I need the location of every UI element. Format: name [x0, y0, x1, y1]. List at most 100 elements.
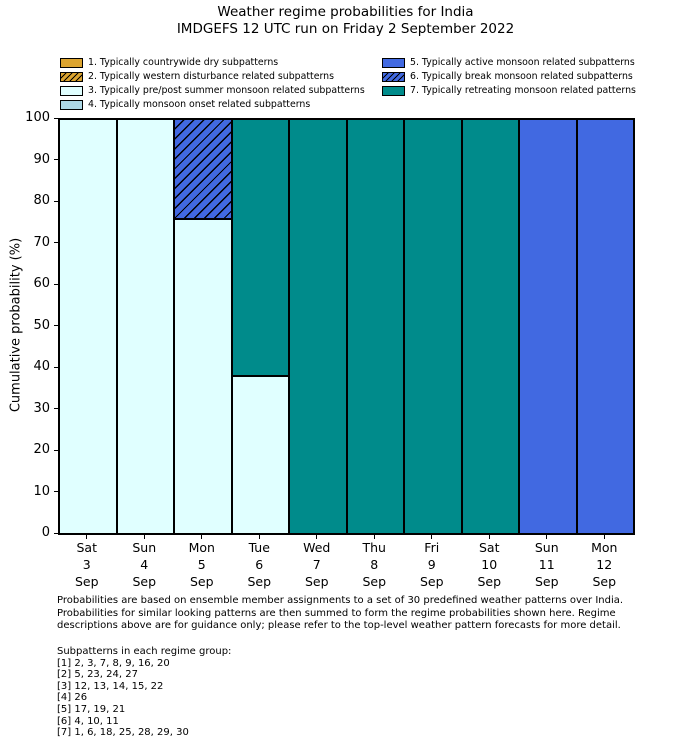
x-category-day: Sat	[76, 540, 98, 555]
x-category-date: 12	[596, 557, 613, 572]
y-tick-mark	[54, 325, 58, 327]
footer-note: Probabilities are based on ensemble memb…	[57, 595, 677, 633]
legend-label: 3. Typically pre/post summer monsoon rel…	[88, 85, 365, 96]
subpattern-line: [3] 12, 13, 14, 15, 22	[57, 680, 164, 692]
y-tick-mark	[54, 449, 58, 451]
y-tick-mark	[54, 200, 58, 202]
legend-label: 4. Typically monsoon onset related subpa…	[88, 99, 311, 110]
x-category-label: Sat 10 Sep	[459, 539, 519, 590]
x-category-month: Sep	[189, 574, 214, 589]
x-category-date: 10	[481, 557, 498, 572]
legend-swatch-regime-2	[60, 71, 83, 82]
y-tick-mark	[54, 408, 58, 410]
subpattern-line: [1] 2, 3, 7, 8, 9, 16, 20	[57, 657, 170, 669]
x-tick-mark	[431, 535, 433, 539]
y-tick-label: 60	[33, 276, 50, 291]
y-tick-label: 70	[33, 234, 50, 250]
legend-item: 4. Typically monsoon onset related subpa…	[60, 98, 310, 111]
bar-segment-regime-7	[231, 119, 289, 377]
bar	[289, 119, 347, 534]
x-tick-mark	[488, 535, 490, 539]
y-tick-label: 30	[33, 400, 50, 416]
chart-title: Weather regime probabilities for India	[217, 4, 474, 20]
bar	[116, 119, 174, 534]
legend-swatch-regime-1	[60, 57, 83, 68]
x-category-day: Tue	[248, 540, 270, 555]
y-tick-mark	[54, 242, 58, 244]
bar-segment-regime-3	[231, 376, 289, 534]
x-category-date: 11	[538, 557, 555, 572]
x-category-date: 7	[312, 557, 321, 572]
bar	[461, 119, 519, 534]
plot-area	[58, 118, 635, 535]
bar	[346, 119, 404, 534]
bar-segment-regime-7	[404, 119, 462, 534]
x-category-label: Sun 11 Sep	[517, 539, 577, 590]
x-category-day: Sun	[132, 540, 157, 555]
y-tick-mark	[54, 283, 58, 285]
x-tick-mark	[143, 535, 145, 539]
legend-label: 6. Typically break monsoon related subpa…	[410, 71, 633, 82]
y-tick-mark	[54, 491, 58, 493]
x-category-date: 4	[140, 557, 149, 572]
bar	[576, 119, 634, 534]
subpattern-line: [4] 26	[57, 692, 88, 704]
bar	[231, 119, 289, 534]
x-category-label: Mon 5 Sep	[172, 539, 232, 590]
y-tick-label: 0	[41, 525, 50, 540]
bar-segment-regime-3	[59, 119, 117, 534]
legend-label: 7. Typically retreating monsoon related …	[410, 85, 636, 96]
x-tick-mark	[201, 535, 203, 539]
x-tick-mark	[86, 535, 88, 539]
x-category-label: Sun 4 Sep	[114, 539, 174, 590]
x-category-month: Sep	[304, 574, 329, 589]
y-tick-label: 50	[33, 317, 50, 333]
y-tick-label: 40	[33, 359, 50, 374]
legend-item: 1. Typically countrywide dry subpatterns	[60, 56, 278, 69]
chart-subtitle: IMDGEFS 12 UTC run on Friday 2 September…	[176, 21, 515, 37]
bar-segment-regime-3	[116, 119, 174, 534]
x-category-date: 3	[82, 557, 91, 572]
subpattern-lines: [1] 2, 3, 7, 8, 9, 16, 20 [2] 5, 23, 24, …	[57, 658, 457, 739]
y-tick-mark	[54, 159, 58, 161]
y-tick-label: 100	[25, 110, 50, 125]
x-category-label: Sat 3 Sep	[57, 539, 117, 590]
legend-swatch-regime-6	[382, 71, 405, 82]
x-category-day: Mon	[591, 540, 618, 555]
x-category-day: Sat	[479, 540, 500, 555]
bar-segment-regime-5	[576, 119, 634, 534]
legend-item: 5. Typically active monsoon related subp…	[382, 56, 635, 69]
x-category-label: Fri 9 Sep	[402, 539, 462, 590]
x-category-date: 6	[255, 557, 264, 572]
subpattern-line: [6] 4, 10, 11	[57, 715, 119, 727]
bar-segment-regime-7	[461, 119, 519, 534]
bar-segment-regime-7	[289, 119, 347, 534]
footer-line: descriptions above are for guidance only…	[57, 620, 621, 632]
bar	[174, 119, 232, 534]
x-tick-mark	[316, 535, 318, 539]
legend-item: 7. Typically retreating monsoon related …	[382, 84, 636, 97]
subpattern-line: [2] 5, 23, 24, 27	[57, 669, 138, 681]
bar	[59, 119, 117, 534]
legend-label: 1. Typically countrywide dry subpatterns	[88, 57, 279, 68]
legend-swatch-regime-7	[382, 85, 405, 96]
x-category-month: Sep	[362, 574, 387, 589]
x-category-month: Sep	[74, 574, 99, 589]
legend-label: 2. Typically western disturbance related…	[88, 71, 335, 82]
legend-swatch-regime-5	[382, 57, 405, 68]
legend-item: 2. Typically western disturbance related…	[60, 70, 334, 83]
legend-item: 3. Typically pre/post summer monsoon rel…	[60, 84, 365, 97]
x-category-day: Fri	[424, 540, 440, 555]
bar-segment-regime-6	[174, 119, 232, 219]
x-category-month: Sep	[132, 574, 157, 589]
x-tick-mark	[373, 535, 375, 539]
x-category-day: Wed	[303, 540, 331, 555]
subpatterns-heading: Subpatterns in each regime group:	[57, 646, 232, 657]
legend-swatch-regime-4	[60, 99, 83, 110]
footer-line: Probabilities are based on ensemble memb…	[57, 595, 624, 606]
y-tick-mark	[54, 117, 58, 119]
y-tick-label: 80	[33, 193, 50, 208]
legend-label: 5. Typically active monsoon related subp…	[410, 57, 635, 68]
x-tick-mark	[603, 535, 605, 539]
